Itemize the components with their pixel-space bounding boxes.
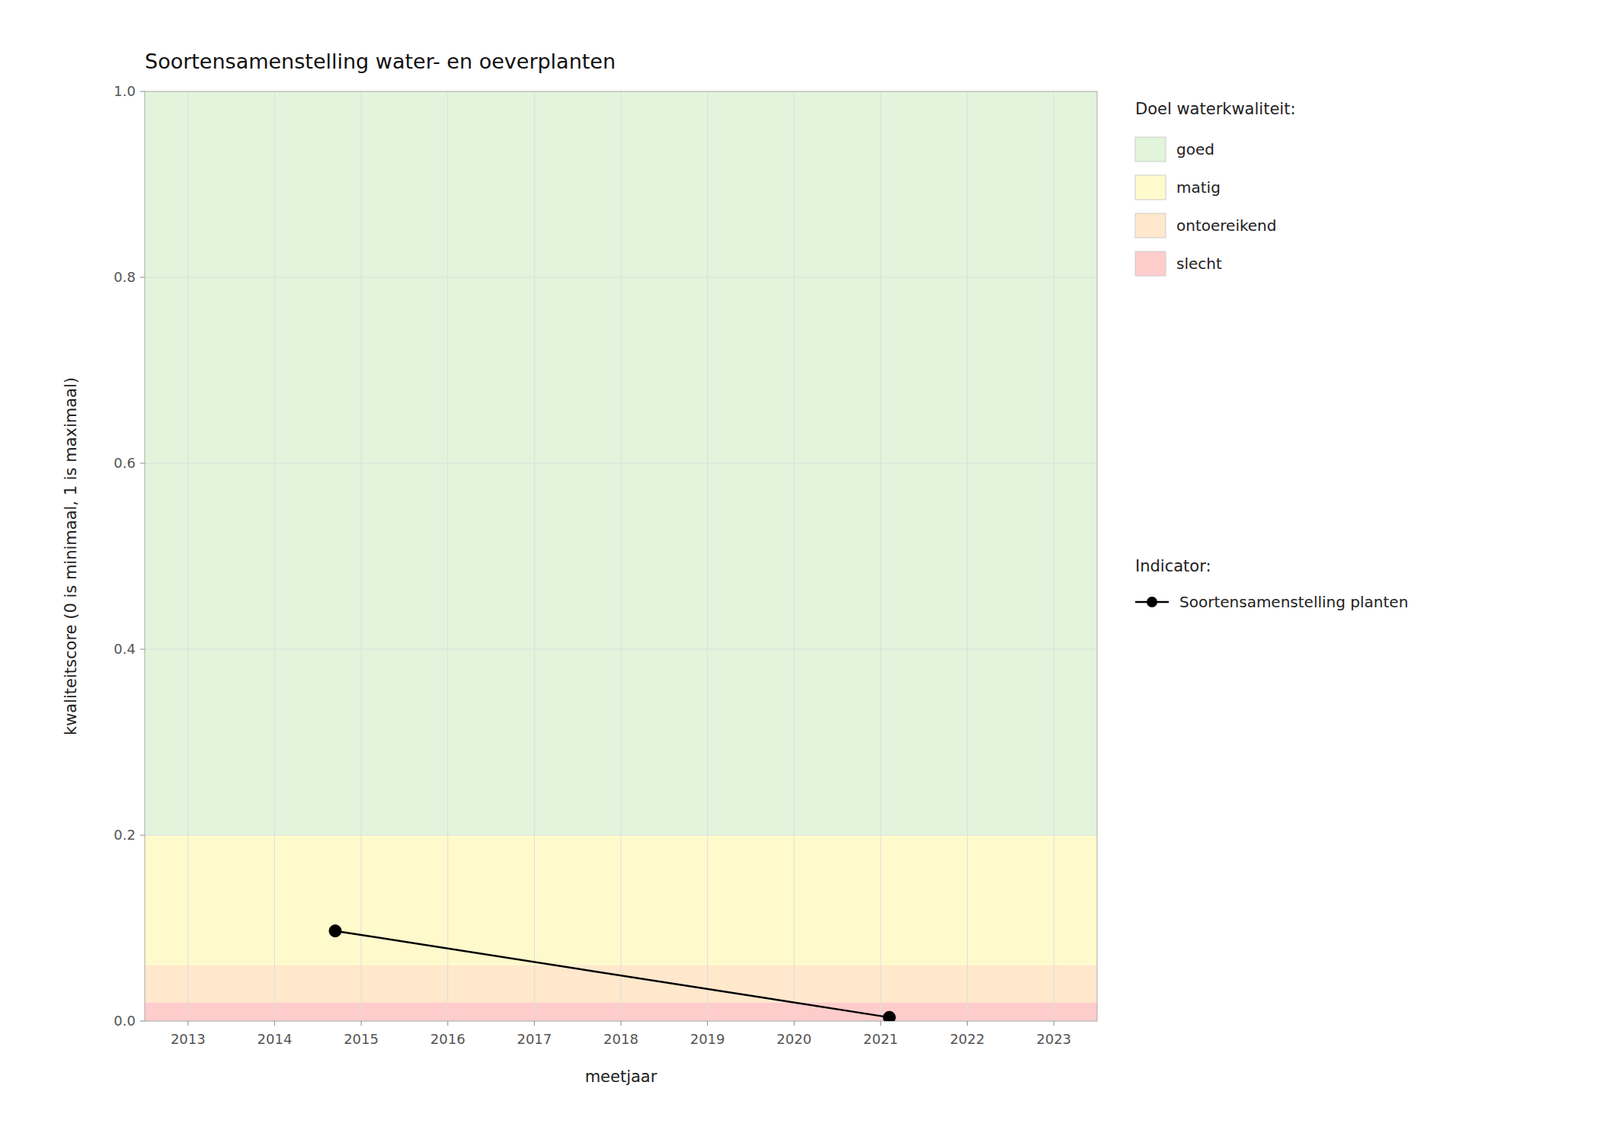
x-tick — [1053, 1020, 1055, 1026]
y-tick-label: 0.4 — [113, 640, 136, 657]
x-tick-label: 2014 — [257, 1030, 293, 1047]
legend-title: Indicator: — [1135, 556, 1212, 576]
grid-line-x — [361, 91, 362, 1021]
x-tick — [793, 1020, 795, 1026]
x-tick — [361, 1020, 362, 1026]
grid-line-y — [144, 277, 1098, 279]
x-tick-label: 2016 — [430, 1030, 466, 1047]
grid-line-x — [620, 91, 622, 1021]
axes: 2013 2014 2015 2016 2017 2018 2019 2020 2021 2022… — [113, 83, 1072, 1047]
legend-swatch — [1135, 213, 1166, 238]
legend-label: goed — [1176, 140, 1215, 159]
series-group — [329, 924, 896, 1021]
legend-title: Doel waterkwaliteit: — [1135, 99, 1296, 119]
x-tick-label: 2021 — [863, 1030, 899, 1047]
x-tick-label: 2015 — [343, 1030, 379, 1047]
chart-title: Soortensamenstelling water- en oeverplan… — [144, 49, 616, 74]
grid-line-x — [707, 91, 708, 1021]
y-axis-title: kwaliteitscore (0 is minimaal, 1 is maxi… — [61, 377, 80, 736]
x-axis-title: meetjaar — [585, 1067, 658, 1086]
grid-line-x — [534, 91, 535, 1021]
y-tick — [140, 1020, 145, 1022]
x-tick — [187, 1020, 189, 1026]
legend-label: ontoereikend — [1176, 216, 1277, 235]
series-point — [329, 924, 342, 938]
y-tick-label: 1.0 — [113, 83, 136, 100]
y-tick — [140, 463, 145, 464]
series-point — [883, 1011, 896, 1021]
series-line — [335, 931, 890, 1018]
grid-line-y — [144, 649, 1098, 650]
y-tick — [140, 277, 145, 279]
legend: Doel waterkwaliteit: goed matig ontoereiken… — [1135, 99, 1408, 612]
grid-line-x — [447, 91, 448, 1021]
y-tick — [140, 835, 145, 836]
grid-line-x — [880, 91, 881, 1021]
grid-line-y — [144, 463, 1098, 464]
y-tick-label: 0.2 — [113, 826, 136, 843]
x-tick-label: 2022 — [950, 1030, 986, 1047]
x-tick — [534, 1020, 535, 1026]
x-tick — [620, 1020, 622, 1026]
grid-line-x — [1053, 91, 1055, 1021]
y-tick-label: 0.8 — [113, 268, 136, 285]
x-tick — [274, 1020, 276, 1026]
x-tick — [707, 1020, 708, 1026]
x-tick — [880, 1020, 881, 1026]
grid — [144, 91, 1098, 1021]
legend-marker — [1146, 596, 1158, 608]
x-tick-label: 2020 — [776, 1030, 812, 1047]
grid-line-x — [274, 91, 276, 1021]
x-tick-label: 2017 — [516, 1030, 552, 1047]
plot-frame — [144, 91, 1098, 1021]
x-tick — [447, 1020, 448, 1026]
x-tick-label: 2018 — [603, 1030, 639, 1047]
grid-line-x — [793, 91, 795, 1021]
chart-container: 2013 2014 2015 2016 2017 2018 2019 2020 2021 2022… — [0, 0, 1600, 1143]
legend-swatch — [1135, 175, 1166, 200]
grid-line-x — [966, 91, 968, 1021]
legend-label: Soortensamenstelling planten — [1179, 592, 1408, 612]
legend-swatch — [1135, 137, 1166, 162]
x-tick-label: 2023 — [1036, 1030, 1072, 1047]
legend-swatch — [1135, 251, 1166, 276]
y-tick — [140, 649, 145, 650]
bands — [144, 91, 1098, 1021]
legend-label: slecht — [1176, 254, 1223, 273]
grid-line-y — [144, 835, 1098, 836]
grid-line-x — [187, 91, 189, 1021]
y-tick — [140, 91, 145, 93]
y-tick-label: 0.6 — [113, 454, 136, 471]
y-tick-label: 0.0 — [113, 1012, 136, 1029]
x-tick-label: 2013 — [170, 1030, 206, 1047]
x-tick — [966, 1020, 968, 1026]
legend-label: matig — [1176, 178, 1221, 197]
x-tick-label: 2019 — [690, 1030, 726, 1047]
chart-svg: 2013 2014 2015 2016 2017 2018 2019 2020 2021 2022… — [0, 0, 1600, 1143]
